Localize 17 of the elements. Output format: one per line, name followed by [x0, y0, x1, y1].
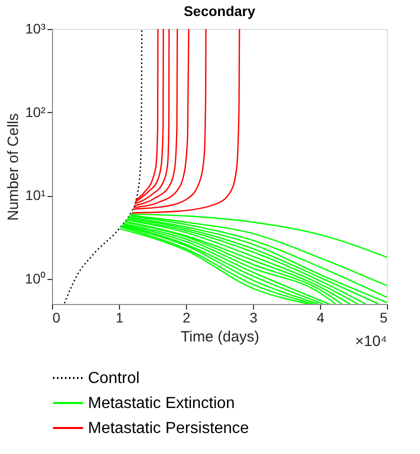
- legend-label: Metastatic Persistence: [88, 420, 250, 437]
- x-tick-label: 4: [316, 310, 325, 326]
- legend-label: Metastatic Extinction: [88, 395, 235, 412]
- x-tick-label: 5: [380, 310, 388, 326]
- x-tick-label: 3: [250, 310, 258, 326]
- x-tick-label: 1: [116, 310, 124, 326]
- chart-title: Secondary: [184, 3, 256, 19]
- y-axis-title: Number of Cells: [4, 113, 22, 221]
- y-tick-label: 10²: [25, 104, 46, 120]
- x-axis-title: Time (days): [180, 328, 260, 346]
- y-tick-label: 10³: [25, 20, 46, 36]
- x-tick-label: 0: [52, 310, 60, 326]
- y-tick-label: 10⁰: [24, 270, 46, 286]
- y-tick-label: 10¹: [25, 187, 46, 204]
- x-tick-label: 2: [182, 310, 191, 326]
- text: ×10⁴: [355, 333, 387, 350]
- legend-label: Control: [88, 370, 140, 387]
